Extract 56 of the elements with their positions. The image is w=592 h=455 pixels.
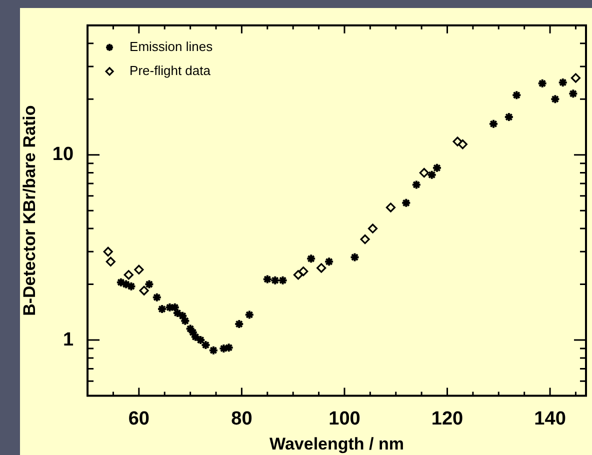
point: [103, 246, 113, 256]
point: [144, 279, 154, 290]
point: [458, 140, 468, 150]
point: [401, 198, 412, 208]
point: [124, 270, 134, 280]
x-axis-title: Wavelength / nm: [270, 434, 404, 454]
point: [116, 277, 126, 288]
point: [324, 256, 334, 267]
point: [512, 90, 522, 100]
point: [306, 254, 316, 264]
point: [134, 264, 144, 274]
point: [139, 286, 149, 296]
y-tick-label: 1: [62, 329, 74, 350]
point: [126, 281, 136, 292]
point: [157, 304, 168, 314]
point: [208, 345, 218, 356]
point: [411, 180, 422, 190]
point: [452, 136, 462, 146]
point: [244, 310, 254, 320]
point: [270, 275, 280, 286]
point: [152, 292, 162, 302]
point: [316, 263, 326, 273]
point: [293, 270, 304, 280]
legend-label: Pre-flight data: [130, 62, 212, 78]
point: [568, 88, 578, 99]
point: [488, 118, 498, 129]
point: [298, 266, 308, 276]
point: [570, 73, 581, 83]
point: [386, 202, 396, 212]
point: [432, 162, 442, 173]
x-tick-label: 100: [328, 408, 360, 430]
point: [106, 256, 116, 266]
point: [368, 224, 378, 234]
point: [350, 252, 360, 262]
point: [360, 234, 370, 244]
point: [200, 340, 211, 350]
point: [234, 319, 244, 330]
point: [185, 324, 196, 334]
x-tick-label: 120: [431, 408, 464, 430]
point: [278, 275, 288, 286]
y-tick-label: 10: [52, 144, 74, 166]
y-axis-title: B-Detector KBr/bare Ratio: [20, 105, 39, 316]
point: [224, 342, 234, 353]
point: [550, 94, 560, 104]
point: [121, 279, 132, 290]
point: [426, 170, 437, 180]
x-tick-label: 60: [128, 408, 150, 430]
point: [419, 168, 429, 178]
point: [504, 112, 514, 122]
x-tick-label: 140: [534, 408, 566, 430]
point: [558, 77, 568, 88]
point: [537, 78, 548, 88]
x-tick-label: 80: [231, 408, 252, 430]
legend-label: Emission lines: [130, 38, 214, 54]
point: [262, 274, 272, 284]
point: [218, 344, 229, 354]
